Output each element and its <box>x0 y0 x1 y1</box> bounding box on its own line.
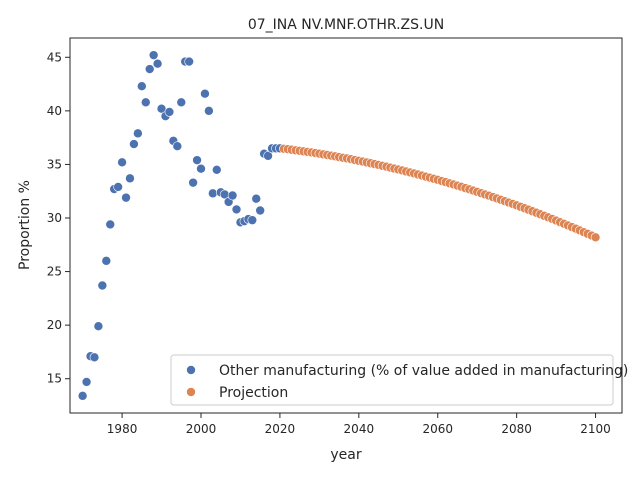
other-manufacturing-point <box>105 219 116 230</box>
x-tick-label: 2040 <box>344 422 375 436</box>
x-tick-label: 2100 <box>580 422 611 436</box>
x-tick-label: 1980 <box>107 422 138 436</box>
other-manufacturing-point <box>89 352 100 363</box>
legend-marker-other-manufacturing <box>186 365 196 375</box>
other-manufacturing-point <box>200 88 210 99</box>
y-tick-label: 25 <box>47 265 62 279</box>
other-manufacturing-point <box>117 157 127 168</box>
plot-frame <box>69 37 623 414</box>
other-manufacturing-point <box>172 141 183 152</box>
other-manufacturing-point <box>97 280 108 291</box>
y-axis-ticks: 15 20 25 30 35 40 45 <box>47 50 70 386</box>
y-axis-label: Proportion % <box>17 180 33 270</box>
other-manufacturing-point <box>227 190 238 201</box>
other-manufacturing-point <box>148 50 159 60</box>
other-manufacturing-point <box>77 391 88 401</box>
other-manufacturing-point <box>204 106 214 116</box>
y-tick-label: 20 <box>47 318 62 332</box>
y-tick-label: 15 <box>47 372 62 386</box>
x-tick-label: 2060 <box>422 422 453 436</box>
chart-title: 07_INA NV.MNF.OTHR.ZS.UN <box>248 17 444 33</box>
y-tick-label: 35 <box>47 157 62 171</box>
legend-label-other-manufacturing: Other manufacturing (% of value added in… <box>219 363 628 379</box>
y-tick-label: 30 <box>47 211 62 225</box>
legend: Other manufacturing (% of value added in… <box>170 354 628 406</box>
other-manufacturing-point <box>176 97 187 108</box>
other-manufacturing-point <box>144 64 155 74</box>
other-manufacturing-point <box>113 182 123 192</box>
other-manufacturing-point <box>263 151 273 161</box>
y-tick-label: 45 <box>47 50 62 64</box>
x-axis-label: year <box>330 447 361 463</box>
other-manufacturing-point <box>137 81 147 92</box>
x-tick-label: 2000 <box>186 422 217 436</box>
other-manufacturing-point <box>81 377 92 387</box>
other-manufacturing-point <box>188 177 198 188</box>
other-manufacturing-point <box>140 97 151 108</box>
other-manufacturing-point <box>255 205 265 216</box>
other-manufacturing-point <box>251 193 262 204</box>
legend-label-projection: Projection <box>219 385 288 401</box>
other-manufacturing-point <box>129 139 139 149</box>
other-manufacturing-point <box>133 128 143 139</box>
legend-box <box>170 354 614 406</box>
other-manufacturing-point <box>101 256 112 266</box>
other-manufacturing-point <box>152 58 163 69</box>
x-tick-label: 2080 <box>501 422 532 436</box>
other-manufacturing-point <box>196 163 206 174</box>
other-manufacturing-point <box>247 215 258 225</box>
other-manufacturing-point <box>231 204 242 215</box>
other-manufacturing-point <box>208 188 218 199</box>
other-manufacturing-point <box>93 321 104 332</box>
x-axis-ticks: 1980 2000 2020 2040 2060 2080 2100 <box>107 413 611 436</box>
plot-marks <box>77 50 601 401</box>
other-manufacturing-point <box>121 192 131 203</box>
projection-point <box>590 232 601 243</box>
other-manufacturing-point <box>164 107 175 117</box>
other-manufacturing-point <box>211 164 222 175</box>
other-manufacturing-point <box>184 56 194 67</box>
y-tick-label: 40 <box>47 104 62 118</box>
other-manufacturing-point <box>192 155 202 165</box>
legend-marker-projection <box>186 387 196 397</box>
x-tick-label: 2020 <box>265 422 296 436</box>
other-manufacturing-point <box>125 173 135 184</box>
